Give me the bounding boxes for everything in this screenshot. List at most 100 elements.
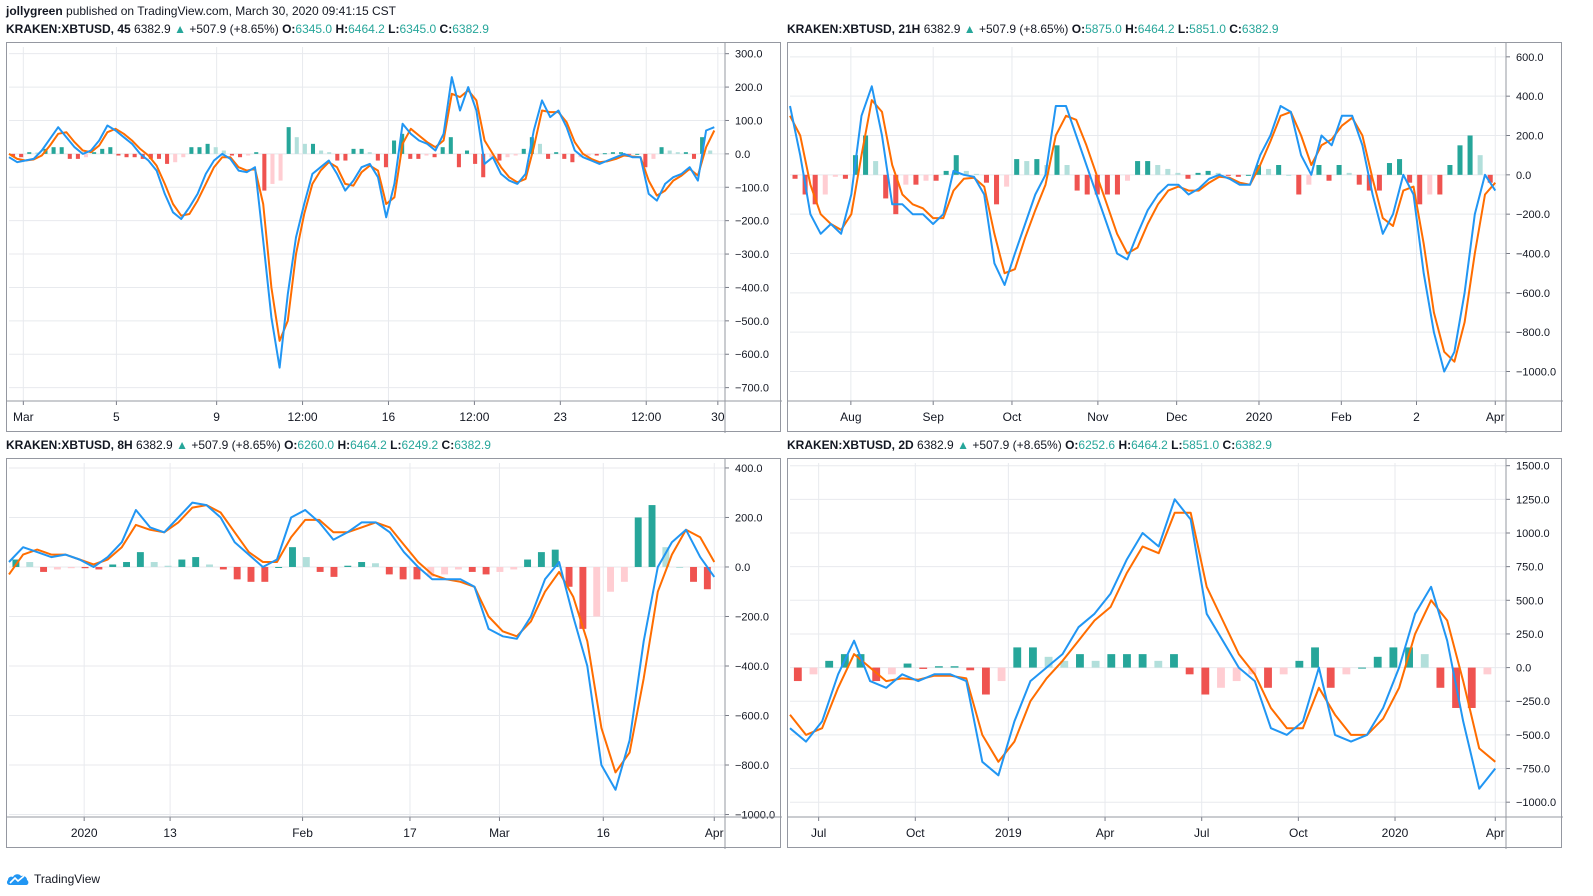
histogram-bar — [562, 153, 567, 159]
open-value: 6252.6 — [1078, 438, 1116, 452]
histogram-bar — [454, 566, 462, 570]
histogram-bar — [1279, 667, 1288, 675]
histogram-bar — [1235, 174, 1241, 177]
histogram-bar — [441, 566, 449, 575]
histogram-bar — [923, 174, 929, 181]
histogram-bar — [1326, 667, 1335, 688]
chart-panel-45[interactable]: 300.0 200.0 100.0 0.0 −100.0 −200.0 −300.0 −400… — [6, 42, 782, 433]
histogram-bar — [1107, 654, 1116, 668]
x-tick-label: Mar — [489, 826, 510, 840]
chart-panel-8h[interactable]: 400.0 200.0 0.0 −200.0 −400.0 −600.0 −800.0 −10… — [6, 458, 782, 849]
histogram-bar — [1060, 660, 1069, 668]
histogram-bar — [319, 150, 324, 154]
symbol-label[interactable]: KRAKEN:XBTUSD, 45 — [6, 22, 131, 36]
histogram-bar — [1295, 660, 1304, 668]
x-tick-label: Nov — [1087, 410, 1108, 424]
histogram-bar — [1286, 174, 1292, 176]
symbol-label[interactable]: KRAKEN:XBTUSD, 21H — [787, 22, 921, 36]
symbol-label[interactable]: KRAKEN:XBTUSD, 2D — [787, 438, 914, 452]
chart-panel-2d[interactable]: 1500.0 1250.0 1000.0 750.0 500.0 250.0 0.0 −250… — [787, 458, 1563, 849]
histogram-bar — [1358, 667, 1366, 669]
x-tick-label: Oct — [1289, 826, 1308, 840]
chart-panel-21h[interactable]: 600.0 400.0 200.0 0.0 −200.0 −400.0 −600.0 −800… — [787, 42, 1563, 433]
histogram-bar — [1311, 647, 1319, 668]
histogram-bar — [67, 153, 72, 159]
y-tick-label: 200.0 — [735, 512, 763, 524]
histogram-bar — [1483, 667, 1492, 675]
histogram-bar — [1356, 174, 1362, 185]
x-tick-label: Oct — [1003, 410, 1022, 424]
histogram-bar — [189, 147, 194, 154]
histogram-bar — [156, 153, 161, 159]
histogram-bar — [690, 566, 697, 582]
x-tick-label: 12:00 — [459, 410, 489, 424]
histogram-bar — [934, 666, 943, 668]
histogram-bar — [913, 174, 919, 185]
histogram-bar — [83, 153, 89, 158]
histogram-bar — [372, 563, 379, 567]
y-tick-label: −600.0 — [1516, 288, 1550, 300]
histogram-bar — [27, 152, 32, 154]
last-price: 6382.9 — [136, 438, 173, 452]
panel-2-header: KRAKEN:XBTUSD, 21H 6382.9 ▲ +507.9 (+8.6… — [787, 22, 1279, 36]
histogram-bar — [1155, 165, 1161, 175]
tradingview-brand: TradingView — [34, 872, 101, 886]
histogram-bar — [648, 505, 656, 567]
panel-3-header: KRAKEN:XBTUSD, 8H 6382.9 ▲ +507.9 (+8.65… — [6, 438, 491, 452]
histogram-bar — [238, 153, 243, 158]
histogram-bar — [1074, 174, 1080, 191]
histogram-bar — [197, 147, 202, 154]
up-triangle-icon: ▲ — [176, 438, 188, 452]
histogram-bar — [565, 566, 573, 587]
histogram-bar — [413, 566, 421, 580]
histogram-bar — [1124, 174, 1131, 181]
tradingview-cloud-icon — [6, 874, 29, 885]
histogram-bar — [1114, 174, 1120, 195]
macd-line — [789, 498, 1497, 790]
histogram-bar — [943, 170, 949, 175]
histogram-bar — [1195, 172, 1201, 175]
histogram-bar — [856, 654, 865, 668]
y-tick-label: 200.0 — [735, 82, 763, 94]
histogram-bar — [19, 153, 24, 158]
x-tick-label: 17 — [403, 826, 417, 840]
histogram-bar — [261, 566, 269, 582]
histogram-bar — [1205, 170, 1211, 175]
histogram-bar — [809, 667, 818, 675]
histogram-bar — [667, 150, 672, 154]
histogram-bar — [1185, 667, 1194, 675]
histogram-bar — [416, 153, 421, 159]
histogram-bar — [887, 667, 896, 675]
histogram-bar — [822, 174, 828, 195]
histogram-bar — [554, 152, 559, 154]
histogram-bar — [294, 137, 299, 154]
histogram-bar — [67, 566, 75, 569]
histogram-bar — [1342, 667, 1351, 675]
histogram-bar — [148, 153, 153, 159]
histogram-bar — [286, 127, 291, 154]
high-value: 6464.2 — [1137, 22, 1175, 36]
symbol-label[interactable]: KRAKEN:XBTUSD, 8H — [6, 438, 133, 452]
x-tick-label: 2 — [1413, 410, 1420, 424]
y-tick-label: −300.0 — [735, 249, 769, 261]
histogram-bar — [213, 147, 218, 154]
histogram-bar — [1264, 667, 1272, 688]
histogram-bar — [1447, 165, 1453, 175]
tradingview-footer[interactable]: TradingView — [6, 872, 100, 886]
histogram-bar — [330, 566, 338, 577]
histogram-bar — [1054, 145, 1060, 175]
x-tick-label: 2019 — [995, 826, 1022, 840]
histogram-bar — [464, 150, 470, 154]
histogram-bar — [620, 566, 628, 582]
up-triangle-icon: ▲ — [963, 22, 976, 36]
histogram-bar — [1266, 168, 1272, 175]
histogram-bar — [551, 549, 559, 567]
histogram-bar — [1427, 174, 1433, 195]
histogram-bar — [1217, 667, 1225, 688]
y-tick-label: 100.0 — [735, 115, 763, 127]
histogram-bar — [863, 135, 869, 175]
histogram-bar — [316, 566, 324, 572]
histogram-bar — [919, 667, 928, 669]
author-name[interactable]: jollygreen — [6, 4, 63, 18]
histogram-bar — [1029, 647, 1037, 668]
